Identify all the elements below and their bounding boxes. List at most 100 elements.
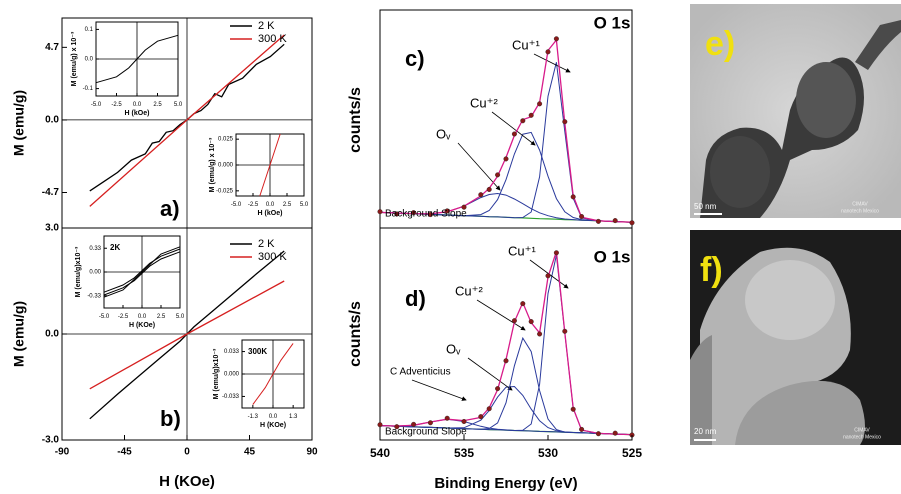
measured-point xyxy=(486,186,492,192)
credit: CIMAV xyxy=(852,201,868,207)
component-label: Cu⁺¹ xyxy=(508,243,536,258)
x-tick-label: 0.0 xyxy=(133,102,142,108)
measured-point xyxy=(377,209,383,215)
measured-point xyxy=(537,331,543,337)
y-tick-label: -4.7 xyxy=(42,187,60,198)
tem-image-f xyxy=(690,230,901,445)
x-tick-label: -1.3 xyxy=(248,414,259,420)
measured-point xyxy=(595,431,601,437)
component-label: Oᵥ xyxy=(446,341,461,356)
x-axis-label: H (KOe) xyxy=(260,422,286,429)
measured-point xyxy=(553,250,559,256)
x-tick-label: -5.0 xyxy=(231,202,242,208)
y-tick-label: 0.0 xyxy=(45,329,59,340)
x-tick-label: 45 xyxy=(244,447,256,458)
measured-point xyxy=(478,414,484,420)
y-tick-label: 0.00 xyxy=(89,270,101,276)
y-tick-label: -0.33 xyxy=(87,293,101,299)
measured-point xyxy=(427,420,433,426)
x-tick-label: -45 xyxy=(117,447,132,458)
measured-point xyxy=(511,318,517,324)
y-axis-label: counts/s xyxy=(347,87,364,153)
x-axis-label: H (KOe) xyxy=(129,322,155,329)
measured-point xyxy=(478,192,484,198)
y-axis-label: M (emu/g) xyxy=(11,90,27,156)
x-tick-label: 5.0 xyxy=(174,102,183,108)
y-axis-label: M (emu/g)x10⁻³ xyxy=(75,246,82,297)
measured-point xyxy=(520,301,526,307)
x-tick-label: 525 xyxy=(622,446,642,460)
measured-point xyxy=(545,49,551,55)
measured-point xyxy=(579,214,585,220)
data-line xyxy=(103,248,181,293)
credit: nanotech Mexico xyxy=(841,208,879,214)
component-label: Oᵥ xyxy=(436,126,451,141)
x-axis-label: H (kOe) xyxy=(125,110,150,117)
measured-point xyxy=(528,319,534,325)
x-tick-label: 5.0 xyxy=(176,314,185,320)
x-axis-label: Binding Energy (eV) xyxy=(434,475,577,492)
x-tick-label: -2.5 xyxy=(248,202,259,208)
scale-bar-label: 20 nm xyxy=(694,427,717,436)
inset-annotation: 2K xyxy=(110,243,120,252)
measured-point xyxy=(461,204,467,210)
plot-frame xyxy=(379,227,633,441)
x-tick-label: 530 xyxy=(538,446,558,460)
measured-point xyxy=(503,358,509,364)
measured-point xyxy=(545,273,551,279)
background-label: Background Slope xyxy=(385,209,467,220)
measured-point xyxy=(444,208,450,214)
y-tick-label: -0.033 xyxy=(222,394,240,400)
data-line xyxy=(103,246,181,298)
peak-label: O 1s xyxy=(594,13,631,32)
peak-label: O 1s xyxy=(594,247,631,266)
measured-point xyxy=(612,430,618,436)
x-tick-label: 2.5 xyxy=(153,102,162,108)
y-tick-label: 0.033 xyxy=(224,349,240,355)
x-axis-label: H (KOe) xyxy=(159,473,215,490)
annotation-arrow xyxy=(467,357,513,391)
x-tick-label: 1.3 xyxy=(289,414,298,420)
component-label: Cu⁺¹ xyxy=(512,37,540,52)
component-line xyxy=(379,336,633,436)
measured-point xyxy=(394,424,400,430)
panel-label: f) xyxy=(700,251,723,289)
annotation-arrow xyxy=(533,53,571,73)
scale-bar-label: 50 nm xyxy=(694,202,717,211)
measured-point xyxy=(495,386,501,392)
panel-label: d) xyxy=(405,286,426,311)
legend-label: 300 K xyxy=(258,33,287,45)
measured-point xyxy=(511,131,517,137)
measured-point xyxy=(444,415,450,421)
y-tick-label: -3.0 xyxy=(42,435,60,446)
legend-label: 2 K xyxy=(258,238,275,250)
x-tick-label: 540 xyxy=(370,446,390,460)
background-label: Background Slope xyxy=(385,427,467,438)
y-axis-label: M (emu/g) x 10⁻³ xyxy=(71,31,78,86)
x-tick-label: 0 xyxy=(184,447,190,458)
measured-point xyxy=(520,118,526,124)
inset-annotation: 300K xyxy=(248,347,267,356)
panel-label: b) xyxy=(160,406,181,431)
measured-point xyxy=(579,426,585,432)
panel-label: a) xyxy=(160,196,180,221)
x-tick-label: 2.5 xyxy=(283,202,292,208)
x-tick-label: 535 xyxy=(454,446,474,460)
data-line xyxy=(259,133,281,197)
component-label: C Adventicius xyxy=(390,367,451,378)
x-tick-label: 0.0 xyxy=(269,414,278,420)
x-tick-label: -2.5 xyxy=(111,102,122,108)
y-tick-label: 0.0 xyxy=(45,115,59,126)
measured-point xyxy=(537,101,543,107)
y-tick-label: 0.025 xyxy=(218,137,234,143)
credit: CIMAV xyxy=(854,427,870,433)
fit-envelope xyxy=(379,251,633,436)
x-axis-label: H (kOe) xyxy=(258,210,283,217)
data-line xyxy=(252,343,294,405)
measured-point xyxy=(562,119,568,125)
x-tick-label: -5.0 xyxy=(91,102,102,108)
measured-point xyxy=(503,156,509,162)
measured-point xyxy=(377,422,383,428)
y-tick-label: 4.7 xyxy=(45,42,59,53)
